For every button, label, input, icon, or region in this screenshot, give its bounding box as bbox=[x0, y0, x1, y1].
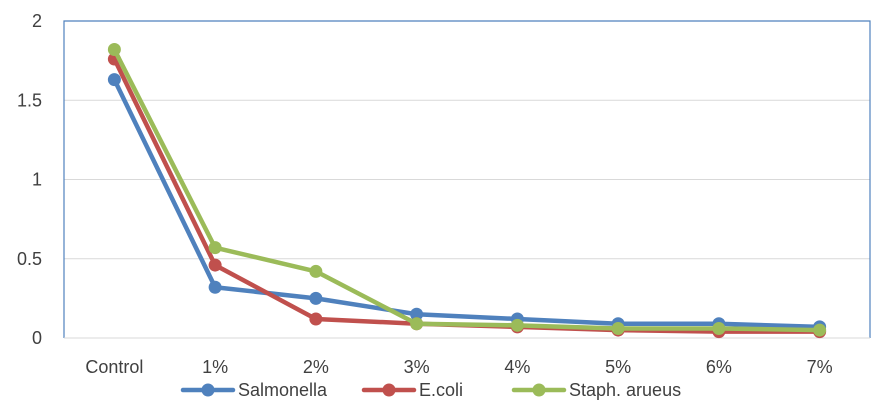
series-line bbox=[112, 77, 822, 330]
legend-label: E.coli bbox=[419, 380, 463, 400]
legend-marker bbox=[382, 383, 396, 397]
y-tick-label: 2 bbox=[32, 11, 42, 31]
data-point bbox=[611, 321, 625, 335]
data-point bbox=[107, 73, 121, 87]
y-tick-label: 0 bbox=[32, 328, 42, 348]
data-point bbox=[510, 318, 524, 332]
data-point bbox=[410, 307, 424, 321]
y-tick-label: 1 bbox=[32, 170, 42, 190]
data-point bbox=[712, 321, 726, 335]
y-tick-label: 1.5 bbox=[17, 90, 42, 110]
x-tick-label: 6% bbox=[706, 357, 732, 377]
x-tick-label: 4% bbox=[504, 357, 530, 377]
series-2 bbox=[107, 52, 827, 339]
x-tick-label: 7% bbox=[807, 357, 833, 377]
data-point bbox=[309, 312, 323, 326]
series-1 bbox=[107, 73, 827, 334]
data-point bbox=[309, 264, 323, 278]
data-point bbox=[208, 241, 222, 255]
series-3 bbox=[107, 43, 827, 337]
plot-border bbox=[63, 20, 871, 338]
plot-area: 0 0.5 1 1.5 2 Control 1% 2% 3% 4% 5% 6% 7% bbox=[17, 11, 871, 377]
legend-marker bbox=[201, 383, 215, 397]
data-point bbox=[208, 258, 222, 272]
x-tick-label: 5% bbox=[605, 357, 631, 377]
x-tick-label: 1% bbox=[202, 357, 228, 377]
x-tick-label: Control bbox=[85, 357, 143, 377]
data-point bbox=[208, 280, 222, 294]
x-tick-label: 3% bbox=[404, 357, 430, 377]
data-point bbox=[410, 317, 424, 331]
data-point bbox=[309, 291, 323, 305]
data-point bbox=[813, 323, 827, 337]
y-tick-label: 0.5 bbox=[17, 249, 42, 269]
legend-item: Salmonella bbox=[180, 380, 328, 400]
legend-label: Salmonella bbox=[238, 380, 328, 400]
legend-marker bbox=[532, 383, 546, 397]
legend-item: E.coli bbox=[361, 380, 463, 400]
legend-label: Staph. arueus bbox=[569, 380, 681, 400]
legend: Salmonella E.coli Staph. arueus bbox=[180, 380, 681, 400]
x-tick-label: 2% bbox=[303, 357, 329, 377]
data-point bbox=[107, 43, 121, 57]
legend-item: Staph. arueus bbox=[511, 380, 681, 400]
series-line bbox=[112, 47, 822, 333]
